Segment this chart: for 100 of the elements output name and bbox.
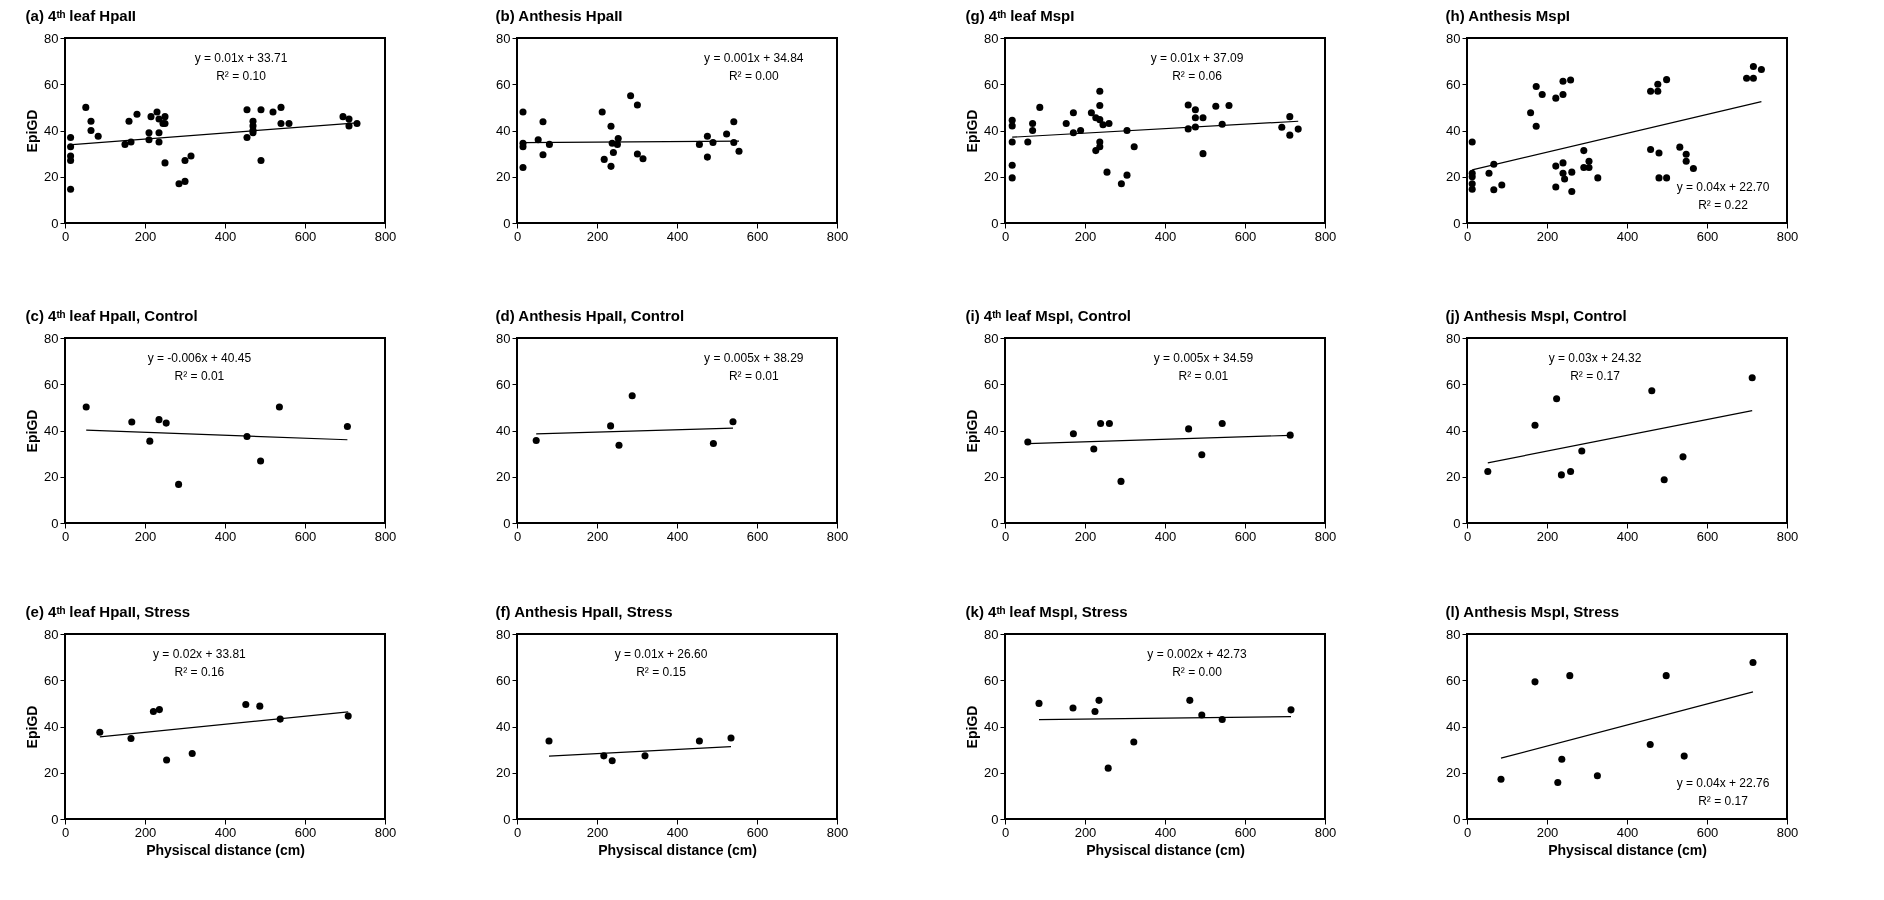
y-tick-label: 0: [1453, 215, 1461, 231]
x-tick-label: 400: [1154, 824, 1177, 840]
y-tick-label: 0: [1453, 811, 1461, 827]
point: [1278, 123, 1286, 131]
point: [257, 157, 265, 165]
y-tick-label: 0: [51, 811, 59, 827]
y-axis-title: EpiGD: [964, 409, 981, 453]
point: [96, 728, 104, 736]
x-tick-label: 200: [586, 228, 609, 244]
y-tick-label: 20: [984, 469, 999, 485]
point: [344, 712, 352, 720]
point: [277, 103, 285, 111]
x-tick-label: 600: [746, 228, 769, 244]
point: [1538, 90, 1546, 98]
point: [1062, 120, 1070, 128]
x-tick-label: 400: [666, 228, 689, 244]
point: [539, 151, 547, 159]
x-tick-label: 0: [1463, 824, 1472, 840]
point: [1096, 143, 1104, 151]
point: [1682, 150, 1690, 158]
x-tick-label: 800: [374, 228, 397, 244]
point: [1567, 467, 1575, 475]
x-tick-label: 600: [294, 528, 317, 544]
point: [1680, 752, 1688, 760]
point: [600, 155, 608, 163]
point: [1286, 113, 1294, 121]
point: [67, 143, 75, 151]
y-tick-label: 20: [496, 469, 511, 485]
x-tick-label: 200: [1074, 228, 1097, 244]
y-tick-label: 40: [44, 719, 59, 734]
x-tick-label: 800: [374, 528, 397, 544]
x-tick-label: 0: [61, 824, 70, 840]
y-tick-label: 80: [44, 30, 59, 46]
point: [1191, 106, 1199, 114]
point: [1008, 116, 1016, 124]
x-tick-label: 200: [134, 824, 157, 840]
point: [1090, 445, 1098, 453]
point: [1184, 101, 1192, 109]
point: [155, 138, 163, 146]
point: [1096, 116, 1104, 124]
point: [1218, 716, 1226, 724]
point: [1682, 157, 1690, 165]
point: [1095, 696, 1103, 704]
point: [730, 118, 738, 126]
point: [1117, 180, 1125, 188]
y-tick-label: 60: [984, 76, 999, 92]
chart-title: (l) Anthesis MspI, Stress: [1445, 603, 1620, 620]
point: [155, 416, 163, 424]
annotation: R² = 0.17: [1698, 794, 1749, 808]
point: [695, 140, 703, 148]
point: [94, 132, 102, 140]
point: [1552, 94, 1560, 102]
point: [1225, 102, 1233, 110]
y-tick-label: 0: [991, 811, 999, 827]
point: [181, 177, 189, 185]
x-tick-label: 600: [1234, 528, 1257, 544]
annotation: R² = 0.15: [636, 665, 687, 679]
point: [155, 129, 163, 137]
y-tick-label: 40: [496, 423, 511, 438]
y-tick-label: 40: [984, 123, 999, 138]
point: [243, 106, 251, 114]
y-tick-label: 20: [44, 469, 59, 485]
x-tick-label: 400: [666, 824, 689, 840]
point: [1561, 175, 1569, 183]
point: [1593, 772, 1601, 780]
point: [162, 419, 170, 427]
point: [609, 148, 617, 156]
y-tick-label: 80: [44, 626, 59, 642]
x-tick-label: 600: [746, 824, 769, 840]
x-tick-label: 200: [134, 528, 157, 544]
y-tick-label: 40: [1446, 719, 1461, 734]
y-tick-label: 80: [496, 626, 511, 642]
point: [67, 157, 75, 165]
point: [149, 707, 157, 715]
point: [82, 403, 90, 411]
y-tick-label: 0: [503, 215, 511, 231]
point: [1663, 174, 1671, 182]
point: [1559, 159, 1567, 167]
point: [1663, 76, 1671, 84]
point: [1679, 453, 1687, 461]
point: [1099, 121, 1107, 129]
annotation: R² = 0.17: [1570, 369, 1621, 383]
point: [519, 163, 527, 172]
point: [161, 113, 169, 121]
y-tick-label: 60: [496, 76, 511, 92]
point: [729, 418, 737, 426]
point: [1096, 87, 1104, 95]
y-tick-label: 40: [984, 423, 999, 438]
y-tick-label: 40: [44, 123, 59, 138]
point: [146, 437, 154, 445]
point: [1008, 122, 1016, 130]
point: [1654, 80, 1662, 88]
y-tick-label: 20: [44, 765, 59, 781]
point: [133, 110, 141, 118]
point: [695, 737, 703, 745]
y-tick-label: 0: [51, 215, 59, 231]
y-tick-label: 0: [503, 515, 511, 531]
point: [703, 153, 711, 161]
point: [257, 106, 265, 114]
chart-title: (j) Anthesis MspI, Control: [1445, 307, 1627, 324]
